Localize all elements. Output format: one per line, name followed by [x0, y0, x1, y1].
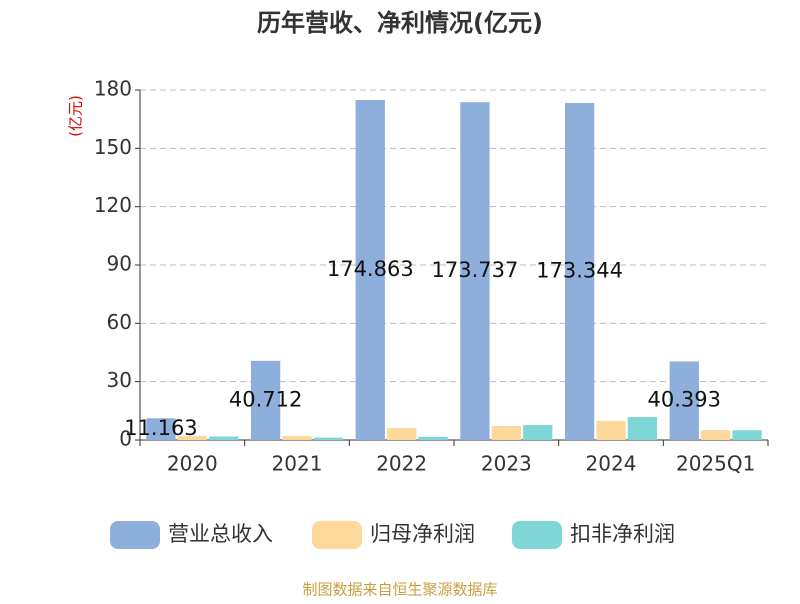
bar — [177, 436, 207, 440]
bar — [313, 437, 344, 440]
y-tick-label: 0 — [119, 427, 132, 451]
legend-label: 归母净利润 — [370, 522, 475, 546]
bar — [209, 436, 239, 440]
y-tick-label: 150 — [94, 135, 132, 159]
x-tick-label: 2020 — [167, 452, 218, 476]
legend-swatch — [110, 521, 160, 549]
bar — [282, 436, 312, 440]
y-axis-label: (亿元) — [67, 95, 85, 137]
bar — [701, 430, 731, 440]
bar — [669, 361, 699, 440]
bar — [146, 418, 176, 440]
bar — [596, 420, 626, 440]
bar — [627, 417, 658, 440]
x-tick-label: 2022 — [376, 452, 427, 476]
legend-label: 营业总收入 — [168, 522, 273, 546]
bar — [732, 430, 762, 440]
bar — [460, 102, 490, 441]
bar — [387, 427, 417, 440]
data-label: 173.344 — [536, 258, 623, 282]
bar — [564, 102, 595, 440]
y-tick-label: 90 — [107, 252, 132, 276]
x-tick-label: 2021 — [272, 452, 323, 476]
bar — [491, 426, 521, 440]
data-label: 40.712 — [229, 387, 302, 411]
x-tick-label: 2023 — [481, 452, 532, 476]
y-tick-label: 30 — [107, 368, 132, 392]
data-label: 174.863 — [327, 257, 414, 281]
data-label: 173.737 — [432, 258, 519, 282]
y-tick-label: 180 — [94, 77, 132, 101]
bar — [523, 425, 553, 440]
source-note: 制图数据来自恒生聚源数据库 — [302, 581, 497, 599]
legend-label: 扣非净利润 — [570, 522, 675, 546]
y-tick-label: 120 — [94, 193, 132, 217]
legend-swatch — [512, 521, 562, 549]
data-label: 40.393 — [648, 388, 721, 412]
x-tick-label: 2025Q1 — [676, 452, 755, 476]
chart-title: 历年营收、净利情况(亿元) — [257, 9, 543, 37]
y-tick-label: 60 — [107, 310, 132, 334]
legend-swatch — [312, 521, 362, 549]
bar — [250, 360, 281, 440]
bar — [418, 436, 448, 440]
x-tick-label: 2024 — [586, 452, 637, 476]
data-label: 11.163 — [124, 416, 197, 440]
bar — [355, 99, 385, 440]
